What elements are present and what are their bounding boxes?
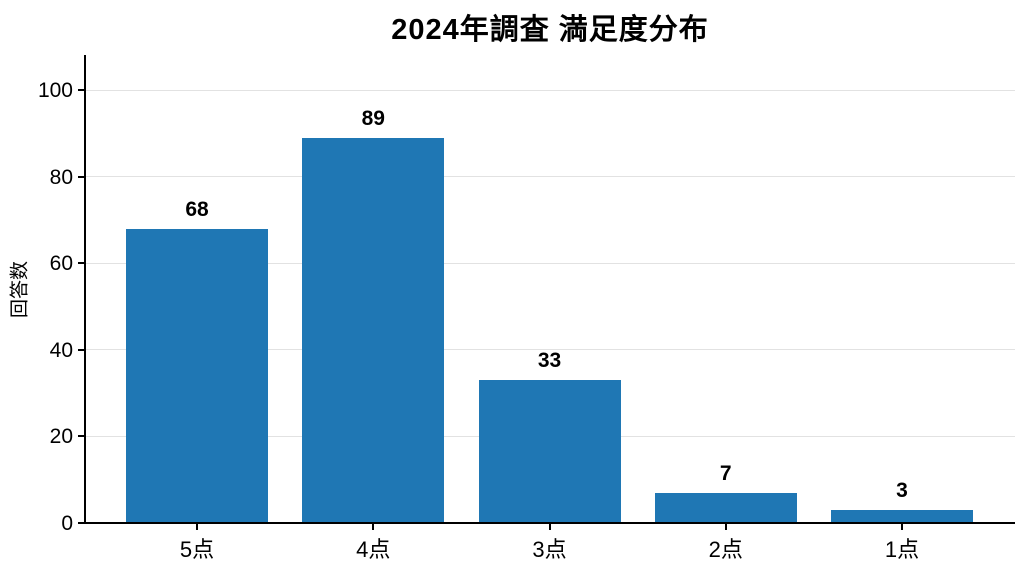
bar-value-label-4点: 89 — [361, 106, 385, 130]
bar-5点 — [126, 228, 268, 523]
y-tick-mark-100 — [78, 89, 84, 91]
y-tick-mark-60 — [78, 262, 84, 265]
bar-2点 — [654, 492, 797, 523]
x-tick-label-2点: 2点 — [708, 537, 743, 562]
y-tick-label-60: 60 — [49, 252, 73, 276]
x-axis-spine — [84, 522, 1015, 524]
x-tick-mark-5点 — [196, 524, 198, 530]
y-tick-mark-40 — [78, 348, 84, 351]
y-tick-mark-80 — [78, 175, 84, 178]
gridline-y-60 — [85, 262, 1015, 264]
bar-value-label-3点: 33 — [537, 349, 562, 373]
bar-3点 — [478, 380, 621, 523]
y-tick-mark-0 — [78, 522, 84, 524]
bar-value-label-1点: 3 — [896, 479, 908, 502]
bar-4点 — [302, 137, 445, 523]
x-tick-label-5点: 5点 — [179, 537, 215, 562]
gridline-y-80 — [85, 176, 1015, 178]
x-tick-mark-2点 — [724, 524, 727, 530]
y-tick-label-20: 20 — [49, 425, 73, 449]
y-tick-label-40: 40 — [49, 338, 73, 362]
x-tick-label-4点: 4点 — [356, 537, 391, 562]
x-tick-label-1点: 1点 — [884, 537, 920, 562]
bar-value-label-2点: 7 — [719, 461, 732, 485]
y-tick-label-80: 80 — [49, 165, 73, 189]
y-tick-label-0: 0 — [61, 512, 73, 535]
x-tick-mark-1点 — [901, 524, 903, 530]
bar-value-label-5点: 68 — [185, 197, 209, 221]
x-tick-mark-3点 — [548, 524, 551, 530]
x-tick-mark-4点 — [372, 524, 375, 530]
gridline-y-40 — [85, 349, 1015, 351]
gridline-y-100 — [85, 89, 1015, 91]
y-axis-spine — [84, 55, 86, 524]
y-tick-label-100: 100 — [37, 79, 73, 102]
y-tick-mark-20 — [78, 435, 84, 438]
bar-1点 — [831, 510, 973, 523]
x-tick-label-3点: 3点 — [532, 537, 567, 562]
chart-title: 2024年調査 満足度分布 — [391, 14, 709, 46]
